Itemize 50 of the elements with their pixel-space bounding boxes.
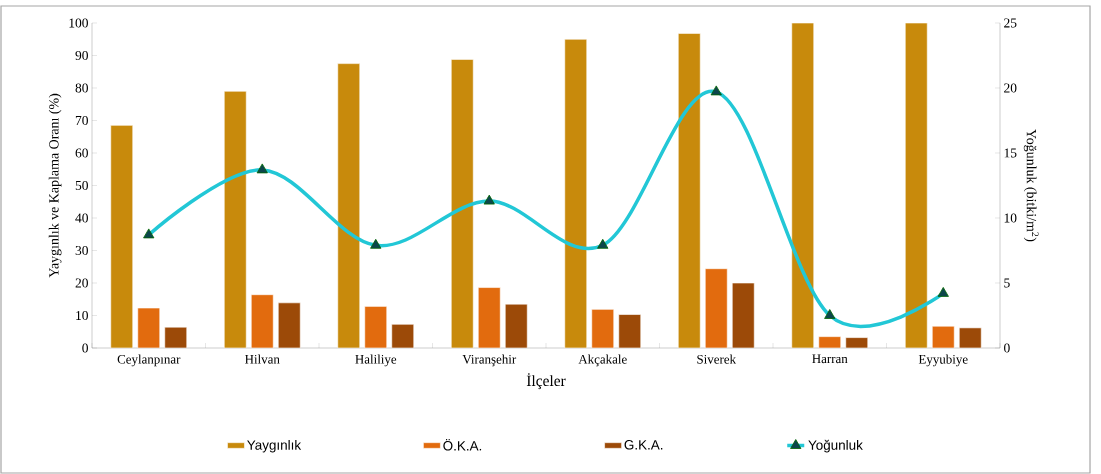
y-tick-label: 20 — [75, 278, 88, 288]
bar — [904, 23, 928, 348]
y2-tick-label: 15 — [1004, 148, 1017, 158]
x-axis-title: İlçeler — [526, 373, 566, 390]
y2-tick-label: 20 — [1004, 83, 1017, 93]
y2-tick-label: 0 — [1004, 343, 1010, 353]
y-tick-label: 40 — [75, 213, 88, 223]
bar — [277, 302, 301, 348]
bar — [591, 309, 615, 348]
y-tick-label: 70 — [75, 115, 88, 126]
bar — [618, 314, 642, 348]
legend-label: Yaygınlık — [247, 439, 302, 453]
bar — [364, 306, 388, 348]
bar — [731, 282, 755, 348]
bar — [450, 59, 474, 348]
x-tick-label: Viranşehir — [462, 354, 517, 367]
legend-label: G.K.A. — [624, 440, 663, 450]
x-tick-label: Hilvan — [245, 354, 280, 364]
legend-label: Yoğunluk — [808, 439, 863, 453]
bar — [337, 63, 361, 348]
bar — [110, 125, 134, 348]
bar — [677, 33, 701, 348]
bar — [504, 303, 528, 348]
bar — [564, 38, 588, 348]
bar — [704, 268, 728, 348]
x-tick-label: Harran — [812, 354, 848, 364]
y-tick-label: 10 — [76, 310, 88, 321]
y-axis-title: Yaygınlık ve Kaplama Oranı (%) — [48, 93, 62, 278]
y2-tick-label: 25 — [1004, 18, 1017, 28]
x-tick-label: Eyyubiye — [918, 354, 968, 367]
bar — [477, 287, 501, 348]
bar — [223, 90, 247, 348]
legend-label: Ö.K.A. — [443, 439, 482, 451]
y-tick-label: 0 — [82, 343, 88, 353]
y-tick-label: 100 — [69, 18, 88, 28]
x-tick-label: Haliliye — [355, 354, 397, 367]
y2-tick-label: 5 — [1004, 278, 1010, 288]
bar — [791, 23, 815, 348]
bar — [137, 307, 161, 348]
y-tick-label: 60 — [75, 148, 88, 158]
y2-tick-label: 10 — [1004, 213, 1017, 223]
x-tick-label: Ceylanpınar — [117, 354, 181, 367]
y-tick-label: 50 — [75, 180, 88, 191]
x-tick-label: Siverek — [697, 354, 737, 364]
bar — [250, 294, 274, 348]
y-tick-label: 30 — [75, 245, 88, 256]
x-tick-label: Akçakale — [578, 354, 627, 367]
y-tick-label: 80 — [75, 83, 88, 93]
y-tick-label: 90 — [75, 50, 88, 61]
y2-axis-title: Yoğunluk (bitki/m$^{2}$) — [1023, 129, 1039, 242]
